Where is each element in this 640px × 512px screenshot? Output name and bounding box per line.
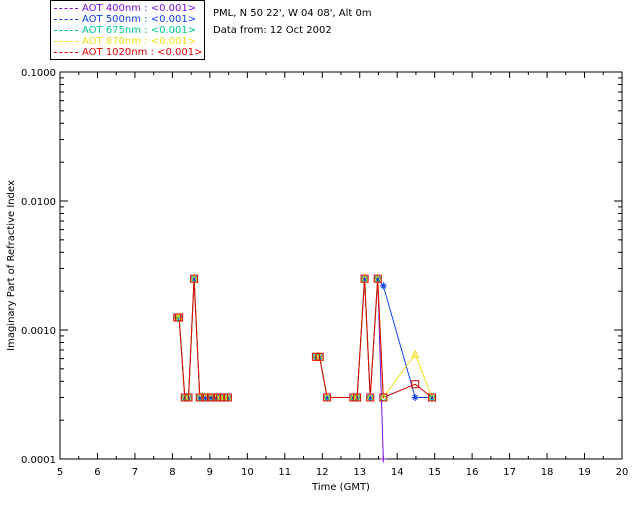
y-tick-label: 0.0010	[21, 326, 56, 337]
legend-label: AOT 400nm : <0.001>	[82, 3, 197, 14]
legend-swatch	[54, 51, 78, 53]
data-point	[201, 393, 210, 402]
legend-item: AOT 675nm : <0.001>	[54, 25, 196, 36]
data-point	[315, 352, 324, 361]
location-label: PML, N 50 22', W 04 08', Alt 0m	[213, 8, 372, 19]
data-point	[428, 393, 436, 401]
x-tick-label: 5	[57, 467, 63, 478]
data-point	[353, 393, 362, 402]
x-tick-label: 18	[541, 467, 554, 478]
data-point	[428, 393, 437, 402]
data-point	[374, 275, 382, 283]
legend-label: AOT 500nm : <0.001>	[82, 14, 197, 25]
data-point	[379, 455, 387, 463]
y-tick-label: 0.1000	[21, 68, 56, 79]
data-point	[360, 274, 369, 283]
legend-swatch	[54, 40, 78, 42]
data-point	[361, 275, 369, 283]
data-point	[223, 393, 232, 402]
legend-item: AOT 1020nm : <0.001>	[54, 47, 202, 58]
data-point	[323, 393, 331, 401]
series-line	[177, 277, 432, 398]
legend-label: AOT 1020nm : <0.001>	[82, 47, 203, 58]
data-point	[195, 393, 204, 402]
x-tick-label: 9	[207, 467, 213, 478]
x-tick-label: 6	[94, 467, 100, 478]
data-point	[366, 393, 374, 401]
data-point	[379, 393, 388, 402]
series-line	[177, 278, 433, 399]
series-line	[177, 278, 384, 460]
legend-swatch	[54, 18, 78, 20]
legend-label: AOT 675nm : <0.001>	[82, 25, 197, 36]
legend-item: AOT 870nm : <0.001>	[54, 36, 196, 47]
x-tick-label: 15	[428, 467, 441, 478]
data-point	[410, 349, 420, 359]
x-tick-label: 11	[278, 467, 291, 478]
data-point	[207, 393, 215, 401]
legend-swatch	[54, 7, 78, 9]
data-point	[175, 313, 184, 322]
data-point	[201, 393, 209, 401]
info-block: PML, N 50 22', W 04 08', Alt 0m Data fro…	[213, 5, 372, 39]
data-point	[411, 393, 419, 401]
legend-item: AOT 400nm : <0.001>	[54, 3, 196, 14]
data-point	[190, 274, 199, 283]
x-tick-label: 10	[241, 467, 254, 478]
data-point	[373, 274, 382, 283]
data-point	[379, 282, 387, 290]
series-line	[177, 279, 432, 398]
x-tick-label: 17	[503, 467, 516, 478]
x-axis-label: Time (GMT)	[311, 482, 370, 493]
y-tick-label: 0.0100	[21, 197, 56, 208]
x-tick-label: 20	[616, 467, 629, 478]
data-point	[366, 393, 375, 402]
legend-label: AOT 870nm : <0.001>	[82, 36, 197, 47]
data-point	[190, 275, 198, 283]
x-tick-label: 19	[578, 467, 591, 478]
x-tick-label: 12	[316, 467, 329, 478]
y-tick-label: 0.0001	[21, 455, 56, 466]
data-point	[411, 380, 420, 389]
data-point	[206, 393, 215, 402]
plot-frame	[59, 71, 623, 460]
x-tick-label: 13	[353, 467, 366, 478]
x-tick-label: 7	[132, 467, 138, 478]
y-axis-label: Imaginary Part of Refractive Index	[6, 180, 17, 351]
data-point	[196, 393, 204, 401]
date-label: Data from: 12 Oct 2002	[213, 25, 332, 36]
legend-swatch	[54, 29, 78, 31]
x-tick-label: 8	[169, 467, 175, 478]
data-point	[323, 393, 332, 402]
x-tick-label: 16	[466, 467, 479, 478]
series-line	[177, 278, 433, 399]
data-point	[184, 393, 193, 402]
legend: AOT 400nm : <0.001> AOT 500nm : <0.001> AO…	[50, 0, 205, 60]
legend-item: AOT 500nm : <0.001>	[54, 14, 196, 25]
x-tick-label: 14	[391, 467, 404, 478]
